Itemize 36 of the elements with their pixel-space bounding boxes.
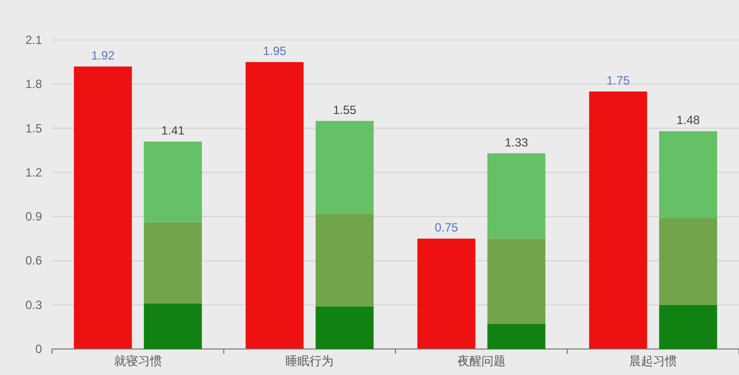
bar	[316, 214, 374, 306]
total-label: 1.48	[676, 113, 700, 128]
x-tick-label: 睡眠行为	[286, 354, 334, 368]
total-label: 1.55	[332, 102, 357, 117]
y-tick-label: 0	[35, 342, 42, 356]
x-tick-label: 就寝习惯	[114, 354, 162, 368]
y-tick-label: 1.8	[25, 77, 42, 92]
y-tick-label: 1.5	[25, 121, 42, 136]
bar	[144, 222, 202, 304]
data-label: 1.75	[606, 74, 630, 88]
bar	[74, 66, 132, 349]
total-label: 1.41	[161, 124, 185, 138]
bar	[316, 120, 374, 214]
bar	[144, 303, 202, 349]
data-label: 0.75	[434, 220, 458, 235]
y-tick-label: 0.9	[25, 210, 42, 224]
data-label: 1.92	[91, 48, 115, 62]
bar	[246, 62, 304, 349]
x-tick-label: 晨起习惯	[629, 354, 678, 368]
bar	[487, 153, 546, 239]
bar	[589, 92, 648, 349]
bar	[659, 218, 718, 305]
bar	[487, 324, 546, 349]
bar	[144, 142, 202, 222]
bar	[417, 238, 476, 349]
bar	[316, 306, 374, 349]
bar	[487, 238, 546, 324]
y-tick-label: 1.2	[25, 165, 42, 180]
bar	[659, 131, 718, 218]
total-label: 1.33	[504, 135, 528, 150]
y-tick-label: 0.6	[25, 254, 42, 268]
x-tick-label: 夜醒问题	[457, 354, 506, 368]
y-tick-label: 2.1	[25, 33, 42, 47]
data-label: 1.95	[262, 44, 287, 58]
bar	[659, 304, 718, 349]
y-tick-label: 0.3	[25, 298, 42, 312]
